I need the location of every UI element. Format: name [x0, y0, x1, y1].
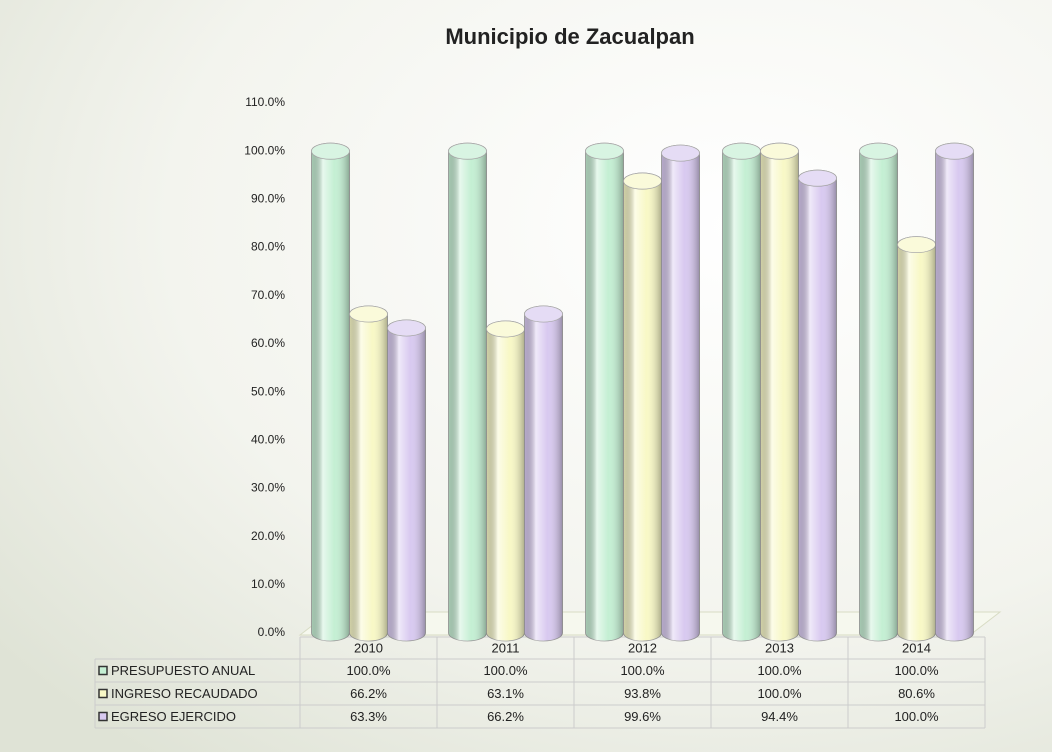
- bar-shade: [722, 143, 761, 641]
- bar-shade: [897, 236, 936, 641]
- x-tick-label: 2010: [354, 640, 383, 655]
- data-label: 100.0%: [346, 663, 391, 678]
- bar-top: [661, 144, 700, 162]
- y-tick-label: 60.0%: [251, 336, 285, 350]
- bar-top-shade: [311, 143, 350, 160]
- bar-top-shade: [798, 170, 837, 187]
- y-tick-label: 40.0%: [251, 432, 285, 446]
- legend-swatch: [98, 688, 108, 699]
- bar-shade: [859, 143, 898, 641]
- bar-shade: [349, 306, 388, 641]
- data-label: 100.0%: [894, 663, 939, 678]
- x-tick-label: 2014: [902, 640, 931, 655]
- data-label: 63.3%: [350, 709, 387, 724]
- y-tick-label: 0.0%: [258, 625, 286, 639]
- bar-top: [859, 142, 898, 160]
- y-tick-label: 30.0%: [251, 481, 285, 495]
- data-label: 100.0%: [894, 709, 939, 724]
- data-label: 80.6%: [898, 686, 935, 701]
- bar-top-shade: [524, 306, 563, 323]
- data-label: 100.0%: [620, 663, 665, 678]
- legend-swatch: [98, 711, 108, 722]
- bar-top: [448, 142, 487, 160]
- x-tick-label: 2012: [628, 640, 657, 655]
- y-tick-label: 10.0%: [251, 577, 285, 591]
- legend-label: INGRESO RECAUDADO: [111, 686, 258, 701]
- bar-top: [349, 305, 388, 323]
- bar-shade: [486, 320, 525, 641]
- bar-shade: [524, 306, 563, 641]
- bar-shade: [661, 145, 700, 642]
- data-label: 66.2%: [487, 709, 524, 724]
- bar-shade: [311, 143, 350, 641]
- bar-top: [524, 305, 563, 323]
- bar-top: [585, 142, 624, 160]
- y-tick-label: 70.0%: [251, 288, 285, 302]
- x-tick-label: 2011: [492, 640, 520, 655]
- data-label: 66.2%: [350, 686, 387, 701]
- data-label: 100.0%: [757, 686, 802, 701]
- bar-top: [935, 142, 974, 160]
- bar-top: [798, 169, 837, 187]
- data-label: 93.8%: [624, 686, 661, 701]
- data-label: 99.6%: [624, 709, 661, 724]
- data-label: 100.0%: [757, 663, 802, 678]
- bar-top: [760, 142, 799, 160]
- legend-swatch: [98, 665, 108, 676]
- bar-shade: [798, 170, 837, 641]
- bar-top-shade: [349, 306, 388, 323]
- bar-top: [387, 319, 426, 337]
- legend-label: EGRESO EJERCIDO: [111, 709, 236, 724]
- bar-top-shade: [448, 143, 487, 160]
- data-label: 63.1%: [487, 686, 524, 701]
- legend-label: PRESUPUESTO ANUAL: [111, 663, 255, 678]
- x-tick-label: 2013: [765, 640, 794, 655]
- bar-top-shade: [486, 320, 525, 337]
- y-tick-label: 80.0%: [251, 240, 285, 254]
- bar-top: [311, 142, 350, 160]
- bar-shade: [760, 143, 799, 641]
- bar-top-shade: [897, 236, 936, 253]
- bar-top-shade: [661, 145, 700, 162]
- bar-shade: [585, 143, 624, 641]
- chart-title: Municipio de Zacualpan: [445, 24, 694, 49]
- y-tick-label: 100.0%: [244, 143, 285, 157]
- data-label: 94.4%: [761, 709, 798, 724]
- data-label: 100.0%: [483, 663, 528, 678]
- y-tick-label: 50.0%: [251, 384, 285, 398]
- bar-shade: [387, 320, 426, 641]
- y-tick-label: 20.0%: [251, 529, 285, 543]
- y-tick-label: 90.0%: [251, 192, 285, 206]
- y-tick-label: 110.0%: [245, 95, 285, 109]
- bar-top-shade: [623, 173, 662, 190]
- bar-top-shade: [387, 320, 426, 337]
- bar-shade: [935, 143, 974, 641]
- bar-top-shade: [935, 143, 974, 160]
- bar-top-shade: [760, 143, 799, 160]
- bar-top-shade: [585, 143, 624, 160]
- bar-top-shade: [859, 143, 898, 160]
- bar-top-shade: [722, 143, 761, 160]
- bar-shade: [448, 143, 487, 641]
- bar-shade: [623, 173, 662, 641]
